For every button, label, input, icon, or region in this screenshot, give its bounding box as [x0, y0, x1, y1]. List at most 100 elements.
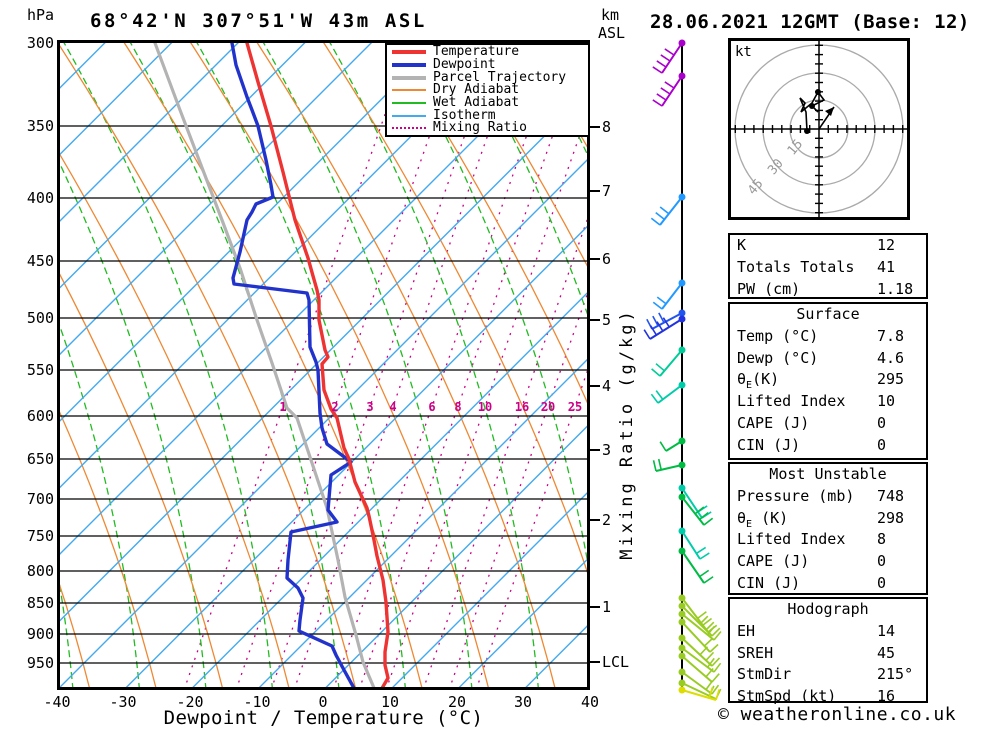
table-row: Lifted Index 10 [730, 391, 926, 413]
isotherm-line [189, 289, 590, 690]
wind-barb-staff [681, 613, 715, 641]
wet-adiabat-line [460, 40, 590, 324]
legend-item-label: Temperature [433, 44, 520, 60]
altitude-axis-unit-km: km [601, 6, 620, 24]
wind-barb-feather [705, 621, 715, 631]
plot-frame [57, 40, 590, 690]
mixing-ratio-label: 25 [567, 400, 583, 414]
table-row: StmDir 215° [730, 664, 926, 686]
wind-barb-feather [655, 390, 664, 400]
wind-barb-feather [652, 460, 657, 472]
wind-barb-feather [659, 441, 667, 452]
wind-level-dot [678, 527, 686, 535]
altitude-tick-label: LCL [602, 653, 630, 671]
legend-item-label: Isotherm [433, 107, 496, 123]
isotherm-line [256, 355, 590, 690]
wind-level-dot [678, 72, 686, 80]
isotherm-line [57, 40, 442, 425]
wind-barb-feather [658, 312, 665, 323]
legend-line-sample [392, 114, 426, 117]
wind-barb-staff [649, 318, 683, 340]
wind-barb-feather [715, 689, 720, 701]
indices-table: Hodograph EH 14 SREH 45 StmDir 215° StmSpd (kt)… [728, 597, 928, 705]
theta-subscript: E [746, 380, 753, 392]
wind-barb-staff [655, 464, 683, 472]
wet-adiabat-line [194, 40, 407, 690]
legend-item-label: Wet Adiabat [433, 95, 520, 111]
altitude-tick-label: 4 [602, 377, 612, 395]
legend-item-label: Mixing Ratio [433, 120, 527, 136]
table-row-label: CIN (J) [737, 573, 801, 592]
mixing-ratio-label: 8 [454, 400, 462, 414]
wind-barb-feather [702, 617, 713, 626]
wind-barb-staff [681, 550, 705, 584]
wind-barb-feather [659, 206, 670, 215]
hodograph-trace-dot [804, 128, 810, 134]
wind-barb-feather [657, 458, 662, 470]
legend-item-label: Parcel Trajectory [433, 69, 567, 85]
isotherm-line [57, 40, 375, 359]
wind-barb-feather [705, 667, 714, 678]
wind-level-dot [678, 315, 686, 323]
wind-barb-feather [694, 506, 705, 515]
temperature-tick-label: -40 [43, 693, 71, 711]
wind-barb-feather [652, 66, 663, 74]
temperature-tick-label: 10 [380, 693, 400, 711]
table-row-value: 45 [877, 643, 896, 662]
legend-item: Isotherm [392, 109, 588, 122]
date-title: 28.06.2021 12GMT (Base: 12) [650, 11, 970, 33]
table-row-label: Dewp (°C) [737, 348, 819, 367]
table-row: CAPE (J) 0 [730, 413, 926, 435]
storm-motion-arrowhead [825, 107, 834, 116]
wind-level-dot [678, 39, 686, 47]
table-row-value: 41 [877, 257, 896, 276]
wind-barb-feather [711, 657, 721, 667]
copyright-text: © weatheronline.co.uk [718, 704, 957, 725]
isotherm-line [57, 40, 308, 292]
wind-barb-staff [681, 637, 713, 667]
isotherm-line [456, 555, 590, 690]
dry-adiabat-line [121, 40, 424, 690]
table-row-label: Lifted Index [737, 530, 846, 549]
mixing-ratio-line [358, 40, 587, 690]
table-title: Most Unstable [769, 465, 887, 483]
table-row-label: Lifted Index [737, 392, 846, 411]
table-row-label: SREH [737, 643, 774, 662]
dry-adiabat-line [57, 40, 357, 690]
altitude-tick-label: 7 [602, 182, 612, 200]
wind-level-dot [678, 610, 686, 618]
wind-barb-column [643, 39, 722, 701]
legend-item: Dewpoint [392, 58, 588, 72]
isotherm-line [57, 40, 508, 492]
table-row: CIN (J) 0 [730, 573, 926, 595]
table-row: CAPE (J) 0 [730, 551, 926, 573]
table-row-label: K [737, 236, 747, 254]
wind-level-dot [678, 634, 686, 642]
dry-adiabat-line [57, 148, 291, 690]
wind-level-dot [678, 602, 686, 610]
table-title: Hodograph [787, 600, 869, 618]
wind-barb-feather [711, 684, 720, 695]
legend-line-sample [392, 75, 426, 80]
pressure-tick-label: 500 [26, 309, 54, 327]
mixing-ratio-line [293, 40, 522, 690]
table-row: SREH 45 [730, 643, 926, 665]
wind-barb-feather [650, 393, 659, 404]
altitude-axis-unit-asl: ASL [598, 24, 626, 42]
wind-level-dot [678, 381, 686, 389]
altitude-tick-label: 5 [602, 311, 612, 329]
wind-barb-staff [681, 647, 715, 673]
mixing-ratio-line [385, 103, 590, 690]
wind-level-dot [678, 668, 686, 676]
dry-adiabat-line [57, 267, 224, 690]
pressure-tick-label: 450 [26, 252, 54, 270]
mixing-ratio-label: 1 [279, 400, 287, 414]
table-row-label: PW (cm) [737, 279, 801, 298]
wind-barb-feather [655, 211, 665, 221]
wind-barb-feather [697, 611, 707, 620]
indices-table: Surface Temp (°C) 7.8 Dewp (°C) 4.6 θE(K) 295 L… [728, 302, 928, 460]
table-row-value: 8 [877, 530, 887, 549]
isotherm-line [57, 40, 175, 159]
dry-adiabat-line [188, 40, 490, 690]
